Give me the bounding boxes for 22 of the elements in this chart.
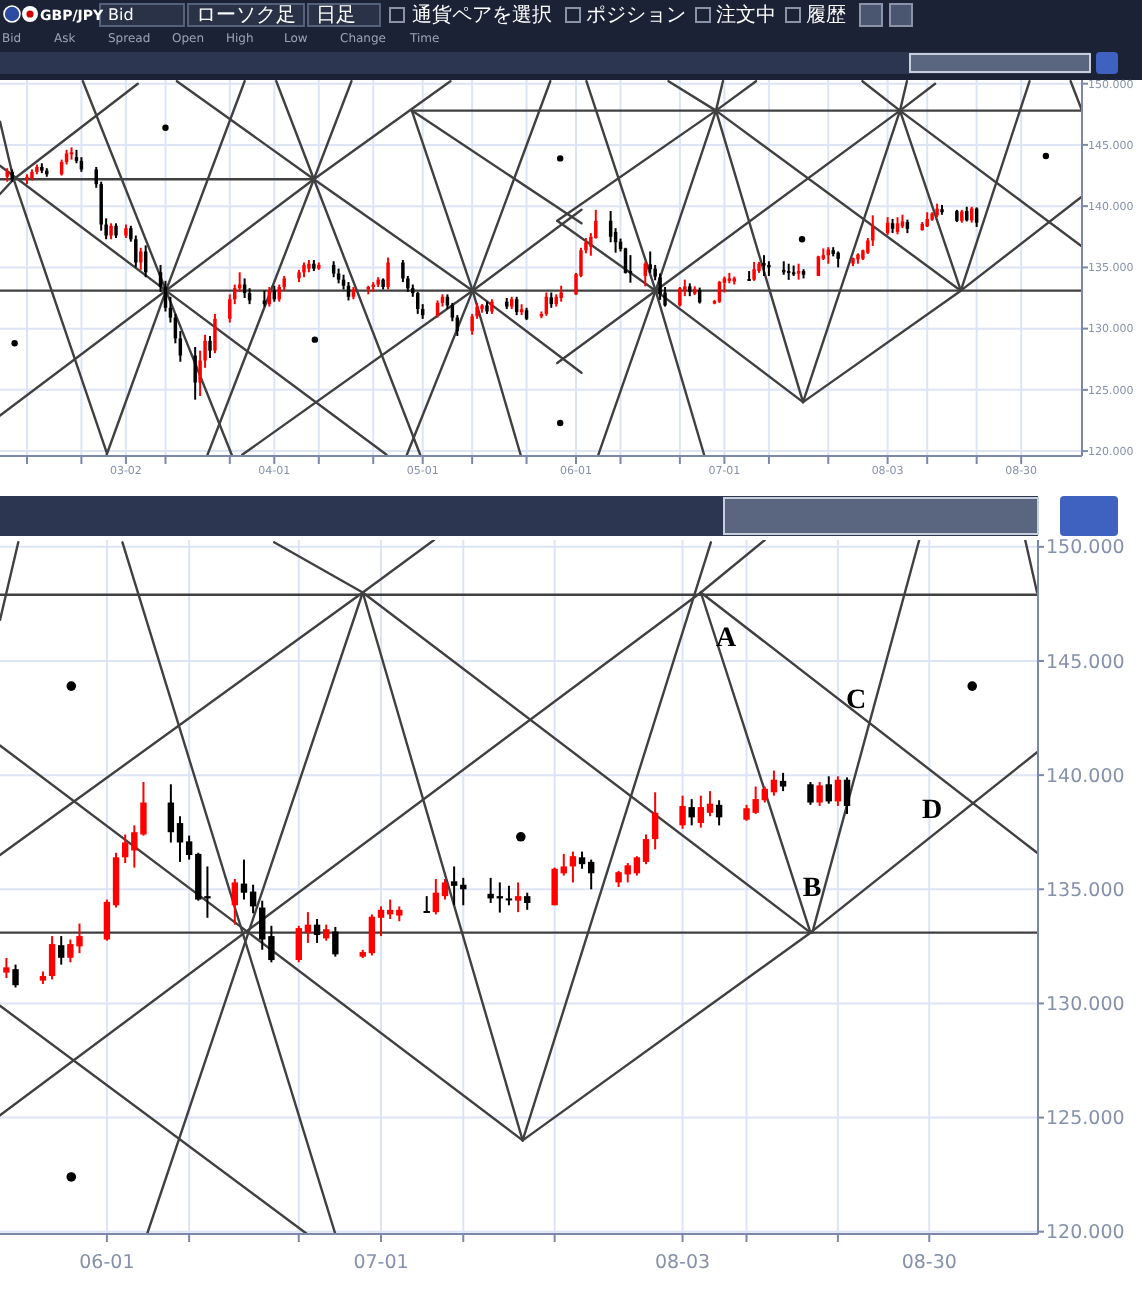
y-tick-label: 145.000 (1046, 651, 1125, 674)
text: 通貨ペアを選択 (412, 3, 552, 27)
x-tick-label: 07-01 (353, 1252, 409, 1274)
x-tick-label: 08-03 (654, 1252, 711, 1274)
y-tick-label: 120.000 (1046, 1222, 1125, 1245)
text: ポジション (586, 5, 686, 27)
y-tick-label: 125.000 (1046, 1108, 1125, 1131)
text: Bid (108, 6, 134, 24)
annotation: A (715, 624, 738, 654)
y-tick-label: 150.000 (1046, 537, 1125, 560)
annotation: D (921, 796, 943, 826)
text: 履歴 (806, 5, 846, 27)
text: ローソク足 (196, 5, 296, 27)
x-tick-label: 06-01 (79, 1252, 135, 1274)
annotation: C (845, 686, 867, 716)
text: 注文中 (716, 3, 776, 27)
text: 日足 (316, 5, 356, 27)
y-tick-label: 140.000 (1046, 765, 1125, 788)
y-tick-label: 135.000 (1046, 879, 1125, 902)
x-tick-label: 08-30 (901, 1252, 957, 1274)
annotation: B (802, 874, 822, 904)
y-tick-label: 130.000 (1046, 994, 1125, 1017)
